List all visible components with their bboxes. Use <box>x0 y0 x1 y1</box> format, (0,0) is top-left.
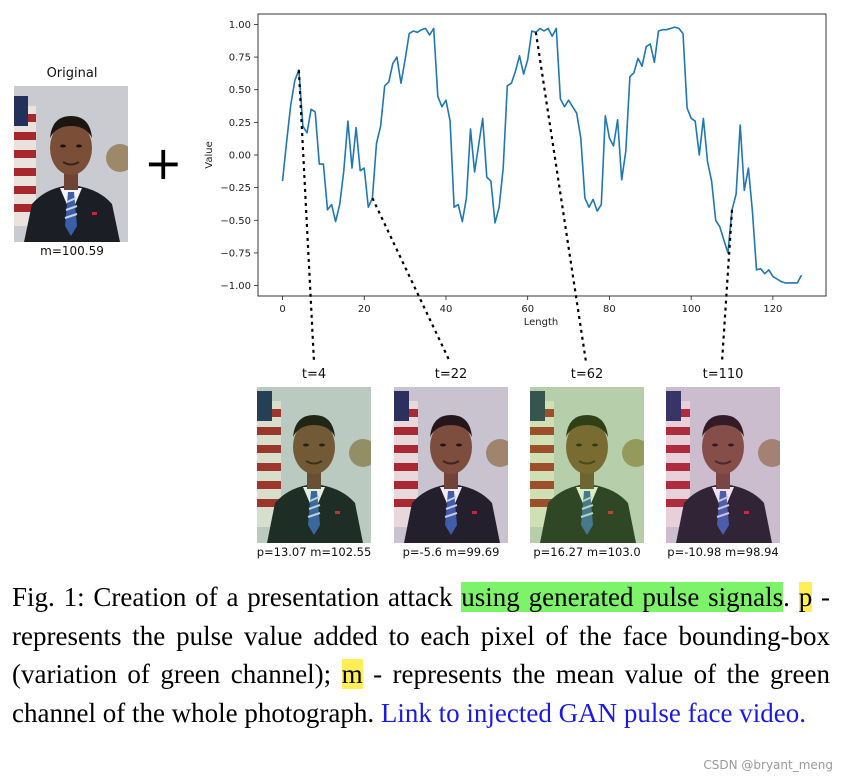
y-tick-label: 0.50 <box>229 85 251 96</box>
caption-middle: - represents the pulse value added to ea… <box>12 582 831 689</box>
caption-after-highlight: . <box>783 582 799 612</box>
frame-photo <box>394 387 508 543</box>
original-photo <box>14 86 128 242</box>
plus-sign: + <box>144 136 183 190</box>
frame-photo <box>530 387 644 543</box>
x-tick-label: 120 <box>763 304 782 315</box>
frame-photo <box>666 387 780 543</box>
frame-title: t=22 <box>434 367 468 382</box>
y-tick-label: 0.75 <box>229 53 251 64</box>
y-tick-label: −0.75 <box>220 248 251 259</box>
y-tick-label: 0.00 <box>229 151 251 162</box>
portrait-image <box>666 387 780 543</box>
original-mean-label: m=100.59 <box>40 244 104 258</box>
frame-label: p=13.07 m=102.55 <box>256 545 372 559</box>
x-tick-label: 60 <box>521 304 534 315</box>
pulse-series-line <box>281 26 803 284</box>
connector-line <box>371 197 451 363</box>
caption-highlight-pulse: using generated pulse signals <box>461 582 784 612</box>
plot-area <box>257 13 827 297</box>
frame-photo <box>257 387 371 543</box>
figure-caption: Fig. 1: Creation of a presentation attac… <box>12 578 830 732</box>
y-tick-label: −0.25 <box>220 183 251 194</box>
x-tick-label: 40 <box>440 304 453 315</box>
caption-suffix: - represents the mean value of the green… <box>12 659 830 728</box>
y-tick-label: −1.00 <box>220 281 251 292</box>
caption-prefix: Fig. 1: Creation of a presentation attac… <box>12 582 462 612</box>
watermark: CSDN @bryant_meng <box>703 758 833 772</box>
x-tick-label: 0 <box>279 304 285 315</box>
portrait-image <box>14 86 128 242</box>
caption-m-letter: m <box>341 659 363 689</box>
pulse-chart: −1.00 −0.75 −0.50 −0.25 0.00 0.25 0.50 0.75 1.00… <box>204 13 827 363</box>
y-tick-label: 1.00 <box>229 20 251 31</box>
frame-title: t=62 <box>570 367 604 382</box>
portrait-image <box>530 387 644 543</box>
y-tick-label: −0.50 <box>220 216 251 227</box>
frame-title: t=110 <box>702 367 744 382</box>
x-tick-label: 100 <box>682 304 701 315</box>
frame-label: p=16.27 m=103.0 <box>533 545 641 559</box>
x-tick-label: 20 <box>358 304 371 315</box>
frame-label: p=-10.98 m=98.94 <box>667 545 779 559</box>
original-title: Original <box>46 66 98 81</box>
x-axis-label: Length <box>524 317 559 328</box>
video-link[interactable]: Link to injected GAN pulse face video. <box>380 697 807 728</box>
x-tick-label: 80 <box>603 304 616 315</box>
caption-p-letter: p <box>798 582 813 612</box>
portrait-image <box>394 387 508 543</box>
portrait-image <box>257 387 371 543</box>
y-tick-label: 0.25 <box>229 118 251 129</box>
frame-label: p=-5.6 m=99.69 <box>402 545 500 559</box>
y-axis-label: Value <box>204 141 215 168</box>
frame-title: t=4 <box>301 367 327 382</box>
connector-line <box>720 209 734 363</box>
